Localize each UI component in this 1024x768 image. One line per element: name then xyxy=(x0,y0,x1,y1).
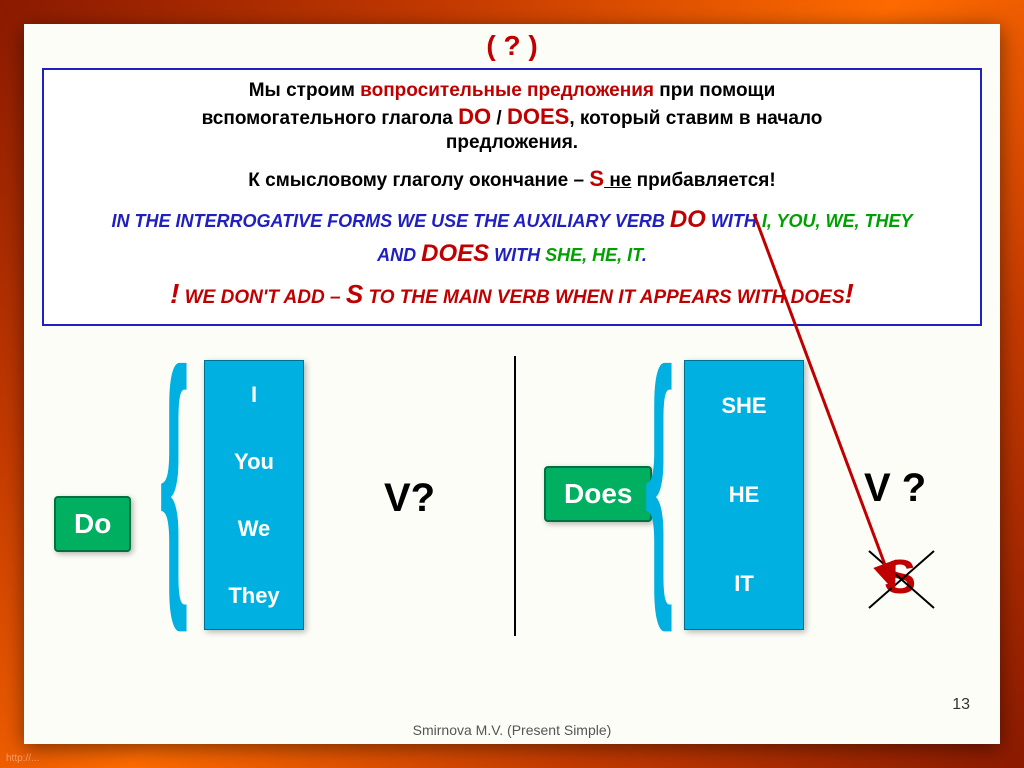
exclamation-icon: ! xyxy=(845,278,854,309)
text: AND xyxy=(377,245,421,265)
pronoun: You xyxy=(205,449,303,475)
footer-credit: Smirnova M.V. (Present Simple) xyxy=(24,722,1000,738)
pronouns: I, YOU, WE, THEY xyxy=(762,211,913,231)
text: IN THE INTERROGATIVE FORMS WE USE THE AU… xyxy=(111,211,669,231)
rule-ru-line2: вспомогательного глагола DO / DOES, кото… xyxy=(64,104,960,130)
pronoun: I xyxy=(205,382,303,408)
text: / xyxy=(491,108,507,129)
rule-ru-line4: К смысловому глаголу окончание – S не пр… xyxy=(64,166,960,192)
pronouns: SHE, HE, IT xyxy=(545,245,642,265)
rule-en-line2: AND DOES WITH SHE, HE, IT. xyxy=(64,240,960,268)
does-label: DOES xyxy=(421,240,489,267)
rule-ru-line1: Мы строим вопросительные предложения при… xyxy=(64,80,960,102)
text: WITH xyxy=(706,211,762,231)
v-label-right: V ? xyxy=(864,466,926,511)
s-letter: S xyxy=(346,279,363,309)
brace-left-icon: { xyxy=(160,330,188,618)
cross-icon xyxy=(864,546,944,616)
text: вспомогательного глагола xyxy=(202,108,459,129)
do-box: Do xyxy=(54,496,131,552)
text: WITH xyxy=(489,245,545,265)
s-letter: S xyxy=(589,166,604,191)
do-label: DO xyxy=(670,206,706,233)
header-symbol: ( ? ) xyxy=(24,24,1000,62)
does-box: Does xyxy=(544,466,652,522)
rule-en-line1: IN THE INTERROGATIVE FORMS WE USE THE AU… xyxy=(64,206,960,234)
v-label-left: V? xyxy=(384,476,435,521)
brace-right-icon: { xyxy=(645,330,673,618)
text: . xyxy=(642,245,647,265)
text: WE DON'T ADD – xyxy=(179,287,345,308)
slide: ( ? ) Мы строим вопросительные предложен… xyxy=(24,24,1000,744)
emphasis: вопросительные предложения xyxy=(360,80,654,101)
rule-ru-line3: предложения. xyxy=(64,132,960,154)
rule-box: Мы строим вопросительные предложения при… xyxy=(42,68,982,326)
does-label: DOES xyxy=(507,104,569,129)
pronoun-box-right: SHE HE IT xyxy=(684,360,804,630)
pronoun: They xyxy=(205,583,303,609)
rule-en-line3: ! WE DON'T ADD – S TO THE MAIN VERB WHEN… xyxy=(64,278,960,310)
underline-ne: не xyxy=(604,170,631,191)
diagram: Do { I You We They V? Does { SHE HE IT V… xyxy=(24,336,1000,666)
page-number: 13 xyxy=(952,696,970,714)
text: Мы строим xyxy=(249,80,360,101)
text: TO THE MAIN VERB WHEN IT APPEARS WITH DO… xyxy=(363,287,844,308)
pronoun: We xyxy=(205,516,303,542)
text: , который ставим в начало xyxy=(569,108,822,129)
pronoun: HE xyxy=(685,482,803,508)
pronoun: SHE xyxy=(685,393,803,419)
watermark: http://... xyxy=(6,753,39,764)
text: прибавляется! xyxy=(631,170,775,191)
pronoun-box-left: I You We They xyxy=(204,360,304,630)
text: при помощи xyxy=(654,80,775,101)
do-label: DO xyxy=(458,104,491,129)
pronoun: IT xyxy=(685,571,803,597)
text: К смысловому глаголу окончание – xyxy=(248,170,589,191)
crossed-s: S xyxy=(864,546,944,616)
vertical-divider xyxy=(514,356,516,636)
